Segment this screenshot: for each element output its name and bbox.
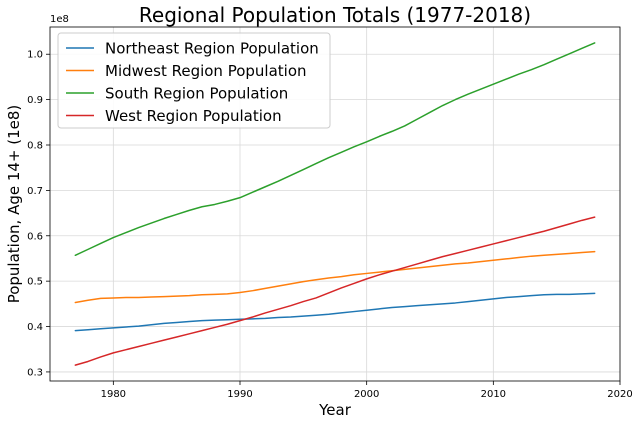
y-tick-label: 1.0 [27, 50, 43, 61]
axis-ticks: 1980 1990 2000 2010 2020 0.3 0.4 0.5 0.6 0.7 0.8 0.… [27, 50, 633, 400]
y-tick-label: 0.7 [27, 186, 43, 197]
legend-label-northeast: Northeast Region Population [105, 40, 319, 58]
series-line-northeast [74, 292, 596, 332]
x-tick-label: 1980 [101, 389, 126, 400]
x-axis-label: Year [318, 401, 352, 419]
y-tick-label: 0.3 [27, 367, 43, 378]
y-tick-label: 0.8 [27, 141, 43, 152]
x-tick-label: 2010 [481, 389, 506, 400]
series-line-midwest [74, 250, 596, 304]
legend-label-west: West Region Population [105, 107, 282, 125]
y-axis-offset-label: 1e8 [50, 14, 69, 25]
series-line-south [74, 42, 596, 257]
plot-frame [49, 26, 621, 382]
series-lines [74, 42, 596, 366]
y-axis-label: Population, Age 14+ (1e8) [5, 105, 23, 304]
y-tick-label: 0.9 [27, 95, 43, 106]
x-tick-label: 2000 [354, 389, 379, 400]
y-tick-label: 0.6 [27, 231, 43, 242]
y-tick-label: 0.5 [27, 277, 43, 288]
series-line-west [74, 216, 596, 366]
x-tick-label: 2020 [607, 389, 632, 400]
chart-title: Regional Population Totals (1977-2018) [139, 3, 531, 27]
y-tick-label: 0.4 [27, 322, 43, 333]
x-tick-label: 1990 [227, 389, 252, 400]
legend-label-south: South Region Population [105, 85, 288, 103]
legend-box [57, 32, 331, 129]
legend-label-midwest: Midwest Region Population [105, 62, 307, 80]
legend: Northeast Region Population Midwest Regio… [57, 32, 331, 129]
